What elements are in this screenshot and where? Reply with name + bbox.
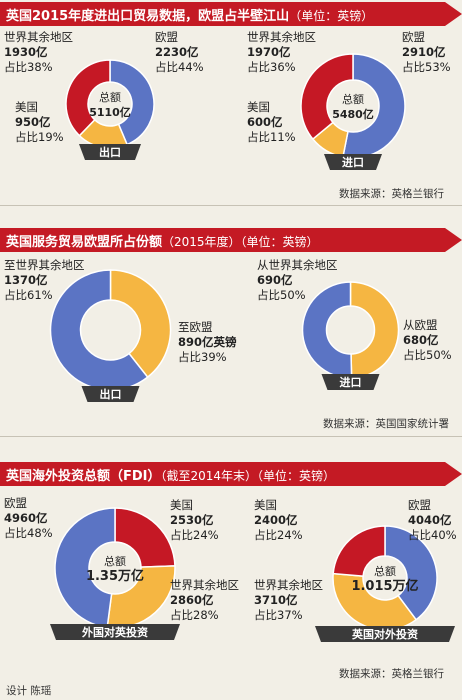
donut-chart-service-export: 出口	[49, 269, 172, 402]
center-value: 5480亿	[332, 107, 374, 121]
label-eu-import: 欧盟 2910亿 占比53%	[402, 30, 451, 74]
label-eu-fdi-inward: 欧盟 4960亿 占比48%	[4, 496, 53, 540]
label-row-import: 世界其余地区 1970亿 占比36%	[247, 30, 316, 74]
chart-base-label: 进口	[342, 155, 364, 169]
section-1-subtitle: （单位：英镑）	[289, 9, 374, 23]
section-2-banner: 英国服务贸易欧盟所占份额（2015年度）（单位：英镑）	[0, 228, 462, 252]
chart-base-plate	[50, 624, 180, 640]
label-row-fdi-inward: 世界其余地区 2860亿 占比28%	[170, 578, 239, 622]
center-value: 1.015万亿	[351, 578, 418, 594]
section-2-title: 英国服务贸易欧盟所占份额	[6, 235, 163, 250]
donut-slice	[109, 59, 155, 146]
label-row-service-import: 从世界其余地区 690亿 占比50%	[257, 258, 338, 302]
designer-credit: 设计 陈瑶	[6, 685, 52, 697]
center-label: 总额	[104, 554, 126, 568]
donut-slice	[384, 525, 438, 621]
chart-base-label: 进口	[340, 375, 362, 389]
chart-base-plate	[321, 374, 380, 390]
label-us-fdi-outward: 美国 2400亿 占比24%	[254, 498, 303, 542]
label-eu-export: 欧盟 2230亿 占比44%	[155, 30, 204, 74]
center-label: 总额	[374, 564, 396, 578]
chart-base-label: 出口	[100, 387, 122, 401]
chart-base-label: 出口	[99, 145, 121, 159]
donut-slice	[54, 507, 116, 629]
center-value: 5110亿	[89, 105, 131, 119]
section-2-source: 数据来源：英国国家统计署	[323, 418, 449, 430]
divider	[0, 436, 462, 437]
section-3-source: 数据来源：英格兰银行	[339, 668, 444, 680]
donut-slice	[300, 53, 354, 141]
chart-base-plate	[79, 144, 141, 160]
section-2-subtitle: （2015年度）（单位：英镑）	[162, 235, 319, 249]
donut-slice	[109, 269, 172, 379]
label-us-export: 美国 950亿 占比19%	[15, 100, 64, 144]
donut-slice	[114, 507, 176, 568]
section-1-source: 数据来源：英格兰银行	[339, 188, 444, 200]
center-label: 总额	[342, 92, 364, 106]
center-label: 总额	[99, 90, 121, 104]
chart-base-plate	[81, 386, 140, 402]
label-row-service-export: 至世界其余地区 1370亿 占比61%	[4, 258, 85, 302]
section-1-title: 英国2015年度进出口贸易数据，欧盟占半壁江山	[6, 9, 290, 24]
chart-base-plate	[324, 154, 382, 170]
label-eu-service-import: 从欧盟 680亿 占比50%	[403, 318, 452, 362]
label-row-export: 世界其余地区 1930亿 占比38%	[4, 30, 73, 74]
label-us-import: 美国 600亿 占比11%	[247, 100, 296, 144]
label-eu-fdi-outward: 欧盟 4040亿 占比40%	[408, 498, 457, 542]
section-3-subtitle: （截至2014年末）（单位：英镑）	[160, 469, 336, 483]
label-eu-service-export: 至欧盟 890亿英镑 占比39%	[178, 320, 237, 364]
section-1-banner: 英国2015年度进出口贸易数据，欧盟占半壁江山（单位：英镑）	[0, 2, 462, 26]
label-row-fdi-outward: 世界其余地区 3710亿 占比37%	[254, 578, 323, 622]
center-value: 1.35万亿	[86, 568, 144, 584]
donut-slice	[349, 281, 400, 379]
section-3-banner: 英国海外投资总额（FDI）（截至2014年末）（单位：英镑）	[0, 462, 462, 486]
donut-slice	[49, 269, 149, 391]
label-us-fdi-inward: 美国 2530亿 占比24%	[170, 498, 219, 542]
donut-slice	[301, 281, 353, 379]
section-3-title: 英国海外投资总额（FDI）	[6, 469, 161, 484]
donut-slice	[332, 525, 386, 577]
chart-base-label: 英国对外投资	[351, 627, 418, 641]
chart-base-label: 外国对英投资	[81, 625, 148, 639]
donut-chart-service-import: 进口	[301, 281, 400, 390]
divider	[0, 205, 462, 206]
donut-slice	[65, 59, 111, 137]
chart-base-plate	[315, 626, 455, 642]
